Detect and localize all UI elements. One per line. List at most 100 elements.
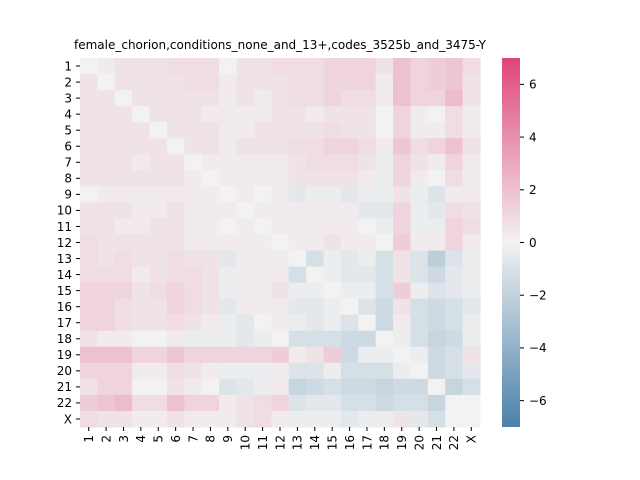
heatmap-cell xyxy=(340,362,359,380)
heatmap-cell xyxy=(219,154,238,171)
column-tick-label: 1 xyxy=(82,435,96,443)
heatmap-cell xyxy=(97,218,116,236)
heatmap-cell xyxy=(462,154,481,171)
heatmap-cell xyxy=(132,266,151,284)
heatmap-cell xyxy=(184,106,203,123)
heatmap-cell xyxy=(80,234,98,252)
heatmap-cell xyxy=(358,186,377,203)
heatmap-cell xyxy=(358,106,377,123)
heatmap-cell xyxy=(358,410,377,428)
heatmap-cell xyxy=(166,298,185,316)
heatmap-cell xyxy=(253,362,272,380)
heatmap-cell xyxy=(271,362,290,380)
heatmap-cell xyxy=(97,122,116,139)
heatmap-cell xyxy=(184,314,203,332)
heatmap-cell xyxy=(358,266,377,284)
heatmap-cell xyxy=(445,234,464,252)
heatmap-cell xyxy=(462,394,481,412)
heatmap-cell xyxy=(427,314,446,332)
heatmap-cell xyxy=(410,122,429,139)
heatmap-cell xyxy=(114,346,133,364)
heatmap-cell xyxy=(271,266,290,284)
heatmap-cell xyxy=(375,170,394,187)
heatmap-cell xyxy=(166,90,185,107)
heatmap-cell xyxy=(253,250,272,268)
heatmap-cell xyxy=(201,106,220,123)
heatmap-cell xyxy=(114,330,133,348)
heatmap-cell xyxy=(427,282,446,300)
heatmap-cell xyxy=(340,58,359,75)
heatmap-cell xyxy=(358,250,377,268)
heatmap-cell xyxy=(462,298,481,316)
heatmap-cell xyxy=(445,170,464,187)
heatmap-cell xyxy=(253,378,272,396)
heatmap-cell xyxy=(253,234,272,252)
heatmap-cell xyxy=(358,298,377,316)
row-tick-label: 12 xyxy=(57,236,72,250)
heatmap-cell xyxy=(149,186,168,203)
heatmap-cell xyxy=(184,330,203,348)
heatmap-cell xyxy=(132,378,151,396)
heatmap-cell xyxy=(166,282,185,300)
column-tick-label: 16 xyxy=(343,435,357,450)
heatmap-cell xyxy=(149,234,168,252)
heatmap-cell xyxy=(236,410,255,428)
heatmap-cell xyxy=(80,346,98,364)
heatmap-cell xyxy=(219,106,238,123)
heatmap-cell xyxy=(271,186,290,203)
heatmap-cell xyxy=(166,378,185,396)
colorbar-tick-label: −2 xyxy=(529,289,547,303)
heatmap-cell xyxy=(393,250,412,268)
heatmap-cell xyxy=(149,138,168,155)
heatmap-cell xyxy=(340,202,359,220)
column-tick-label: 8 xyxy=(204,435,218,443)
heatmap-cell xyxy=(375,314,394,332)
heatmap-cell xyxy=(462,250,481,268)
heatmap-cell xyxy=(253,122,272,139)
heatmap-cell xyxy=(427,378,446,396)
column-tick-label: 5 xyxy=(152,435,166,443)
heatmap-cell xyxy=(271,330,290,348)
heatmap-cell xyxy=(375,154,394,171)
heatmap-cell xyxy=(410,394,429,412)
column-tick-label: 22 xyxy=(447,435,461,450)
heatmap-cell xyxy=(184,250,203,268)
heatmap-cell xyxy=(132,314,151,332)
row-tick-label: 15 xyxy=(57,284,72,298)
heatmap-cell xyxy=(271,282,290,300)
heatmap-cell xyxy=(166,346,185,364)
heatmap-cell xyxy=(375,362,394,380)
heatmap-cell xyxy=(184,346,203,364)
heatmap-cell xyxy=(97,186,116,203)
heatmap-cell xyxy=(132,154,151,171)
heatmap-cell xyxy=(236,170,255,187)
heatmap-cell xyxy=(236,362,255,380)
heatmap-cell xyxy=(462,314,481,332)
heatmap-cell xyxy=(306,186,325,203)
row-tick-label: X xyxy=(64,412,72,426)
heatmap-cell xyxy=(323,330,342,348)
heatmap-cell xyxy=(97,106,116,123)
heatmap-cell xyxy=(132,138,151,155)
heatmap-cell xyxy=(271,202,290,220)
row-tick-label: 8 xyxy=(64,172,72,186)
heatmap-cell xyxy=(393,202,412,220)
heatmap-cell xyxy=(219,234,238,252)
heatmap-cell xyxy=(80,122,98,139)
heatmap-cell xyxy=(80,362,98,380)
heatmap-cell xyxy=(323,58,342,75)
heatmap-cell xyxy=(97,154,116,171)
heatmap-cell xyxy=(427,186,446,203)
heatmap-cell xyxy=(236,106,255,123)
heatmap-cell xyxy=(184,90,203,107)
heatmap-cell xyxy=(288,74,307,91)
heatmap-cell xyxy=(114,250,133,268)
heatmap-cell xyxy=(166,266,185,284)
heatmap-cell xyxy=(253,298,272,316)
heatmap-cell xyxy=(306,90,325,107)
heatmap-cell xyxy=(97,74,116,91)
heatmap-cell xyxy=(323,90,342,107)
heatmap-cell xyxy=(462,218,481,236)
heatmap-cell xyxy=(132,298,151,316)
